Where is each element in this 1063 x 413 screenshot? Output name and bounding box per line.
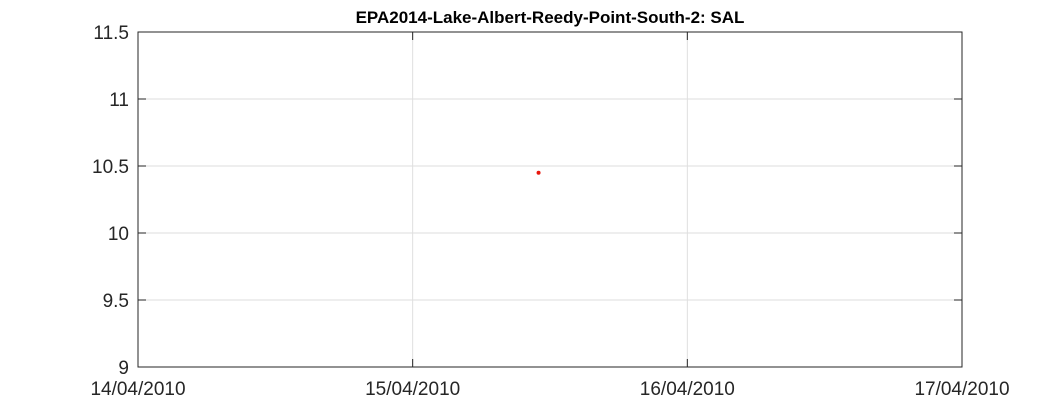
x-tick-label: 15/04/2010 [365,379,460,400]
y-tick-label: 9 [118,358,129,379]
data-point [536,170,541,175]
tick-label-layer: 14/04/2010 15/04/2010 16/04/2010 17/04/2010… [90,23,1009,400]
x-tick-label: 14/04/2010 [90,379,185,400]
data-point-layer [536,170,541,175]
grid-layer [138,32,962,367]
chart-title: EPA2014-Lake-Albert-Reedy-Point-South-2:… [356,8,745,27]
y-tick-label: 10 [108,224,129,245]
plot-area [138,32,962,367]
x-tick-label: 16/04/2010 [640,379,735,400]
y-tick-label: 11.5 [93,23,129,44]
y-tick-label: 11 [109,90,129,111]
axes-box [137,31,963,368]
x-tick-label: 17/04/2010 [914,379,1009,400]
y-tick-label: 9.5 [103,291,129,312]
y-tick-label: 10.5 [92,157,129,178]
